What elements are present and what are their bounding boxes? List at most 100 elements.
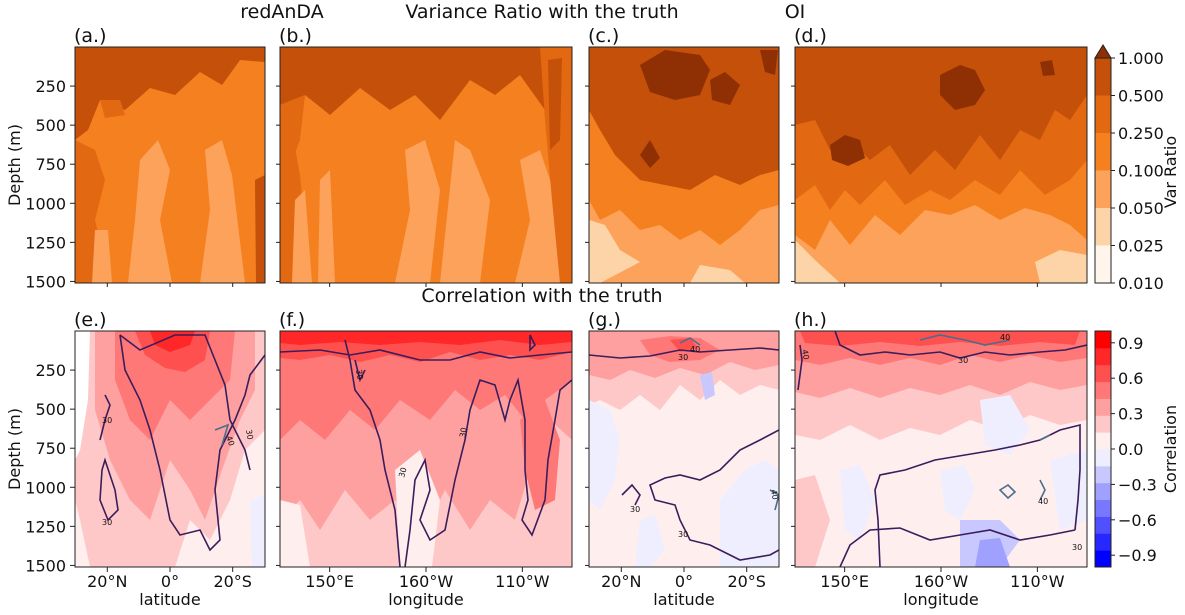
y-tick-label: 500	[35, 400, 66, 419]
corr-colorbar-band	[1095, 364, 1111, 383]
panel-label-f: (f.)	[279, 309, 305, 331]
panel-label-g: (g.)	[588, 309, 621, 331]
x-tick-label: 20°N	[87, 572, 127, 591]
corr-colorbar-band	[1095, 533, 1111, 551]
var-colorbar-extend	[1094, 44, 1112, 59]
var-colorbar-band	[1095, 95, 1111, 133]
x-tick-label: 20°S	[213, 572, 252, 591]
method-label-left: redAnDA	[240, 1, 323, 23]
contour-label-f-1: 30	[354, 369, 365, 381]
axis-ticks-layer: 250 500 750 1000 1250 1500 250 500 750 1000 1250 15…	[25, 77, 1064, 591]
corr-colorbar-band	[1095, 465, 1111, 484]
corr-colorbar-band	[1095, 398, 1111, 416]
x-axis-label-h: longitude	[903, 590, 978, 609]
x-tick-label: 0°	[675, 572, 693, 591]
y-tick-label: 500	[35, 116, 66, 135]
panel-label-a: (a.)	[74, 25, 107, 47]
correlation-title: Correlation with the truth	[421, 285, 662, 307]
panel-label-h: (h.)	[794, 309, 827, 331]
var-colorbar-tick-label: 0.250	[1118, 124, 1164, 143]
method-label-right: OI	[785, 1, 806, 23]
y-tick-label: 1000	[25, 478, 66, 497]
var-colorbar-tick-label: 0.100	[1118, 162, 1164, 181]
contour-label-h-4: 40	[1000, 333, 1010, 342]
panel-f-contours	[280, 334, 572, 567]
contour-label-h-2: 30	[958, 356, 968, 365]
panel-b-field	[280, 47, 572, 283]
contour-label-f-2: 30	[397, 466, 408, 478]
panel-h-field	[795, 331, 1087, 567]
y-tick-label: 1250	[25, 233, 66, 252]
x-tick-label: 110°W	[495, 572, 550, 591]
x-tick-label: 150°E	[820, 572, 869, 591]
panel-label-d: (d.)	[794, 25, 827, 47]
x-axis-label-e: latitude	[139, 590, 200, 609]
corr-colorbar-tick-label: 0.0	[1118, 440, 1143, 459]
panel-e-contours	[99, 334, 265, 552]
corr-colorbar-tick-label: 0.6	[1118, 369, 1143, 388]
var-colorbar-tick-label: 0.010	[1118, 274, 1164, 293]
var-colorbar-band	[1095, 245, 1111, 283]
var-colorbar-band	[1095, 133, 1111, 171]
x-tick-label: 110°W	[1010, 572, 1065, 591]
var-colorbar-tick-label: 0.050	[1118, 199, 1164, 218]
corr-colorbar-band	[1095, 432, 1111, 450]
contour-label-e-1: 30	[102, 416, 112, 425]
variance-title: Variance Ratio with the truth	[405, 1, 678, 23]
y-tick-label: 1500	[25, 556, 66, 575]
y-tick-label: 250	[35, 361, 66, 380]
panel-a-field	[75, 47, 265, 283]
panel-g-field	[589, 331, 779, 567]
var-ratio-colorbar-label: Var Ratio	[1161, 136, 1180, 208]
corr-colorbar-tick-label: −0.9	[1118, 546, 1157, 565]
corr-colorbar-band	[1095, 381, 1111, 399]
panel-d-field	[795, 47, 1087, 283]
contour-label-h-5: 40	[1038, 497, 1048, 506]
colorbars-layer: 1.000 0.500 0.250 0.100 0.050 0.025 0.010 0.9 0.…	[1094, 44, 1164, 568]
y-axis-label-top: Depth (m)	[5, 124, 24, 206]
var-colorbar-band	[1095, 170, 1111, 208]
corr-colorbar-band	[1095, 482, 1111, 501]
corr-colorbar-band	[1095, 415, 1111, 433]
corr-colorbar-tick-label: −0.3	[1118, 475, 1157, 494]
contour-label-f-3: 30	[458, 427, 469, 439]
corr-colorbar-tick-label: 0.3	[1118, 405, 1143, 424]
x-tick-label: 160°W	[914, 572, 969, 591]
var-colorbar-tick-label: 0.025	[1118, 237, 1164, 256]
contour-label-g-5: 40	[769, 489, 780, 501]
var-colorbar-tick-label: 1.000	[1118, 49, 1164, 68]
y-tick-label: 1500	[25, 272, 66, 291]
corr-colorbar-band	[1095, 499, 1111, 517]
x-axis-label-g: latitude	[653, 590, 714, 609]
x-tick-label: 150°E	[305, 572, 354, 591]
corr-colorbar-band	[1095, 550, 1111, 568]
x-tick-label: 0°	[161, 572, 179, 591]
contour-label-e-3: 30	[244, 429, 255, 441]
var-colorbar-band	[1095, 208, 1111, 246]
y-tick-label: 750	[35, 155, 66, 174]
correlation-colorbar-label: Correlation	[1161, 405, 1180, 493]
corr-colorbar-tick-label: 0.9	[1118, 334, 1143, 353]
contour-label-g-3: 30	[630, 505, 640, 514]
corr-colorbar-band	[1095, 516, 1111, 534]
x-tick-label: 20°N	[601, 572, 641, 591]
x-tick-label: 160°W	[399, 572, 454, 591]
panel-label-c: (c.)	[588, 25, 619, 47]
contour-label-e-4: 40	[224, 435, 236, 448]
contour-label-h-1: 40	[800, 349, 811, 361]
corr-colorbar-tick-label: −0.6	[1118, 511, 1157, 530]
y-tick-label: 250	[35, 77, 66, 96]
y-tick-label: 750	[35, 439, 66, 458]
y-axis-label-bottom: Depth (m)	[5, 408, 24, 490]
x-tick-label: 20°S	[727, 572, 766, 591]
contour-label-g-2: 40	[690, 345, 700, 354]
corr-colorbar-band	[1095, 449, 1111, 467]
x-axis-label-f: longitude	[388, 590, 463, 609]
corr-colorbar-band	[1095, 347, 1111, 366]
contour-label-e-2: 30	[102, 518, 112, 527]
panel-label-e: (e.)	[74, 309, 107, 331]
contour-label-h-3: 30	[1072, 543, 1082, 552]
y-tick-label: 1250	[25, 517, 66, 536]
panel-c-field	[589, 47, 779, 283]
